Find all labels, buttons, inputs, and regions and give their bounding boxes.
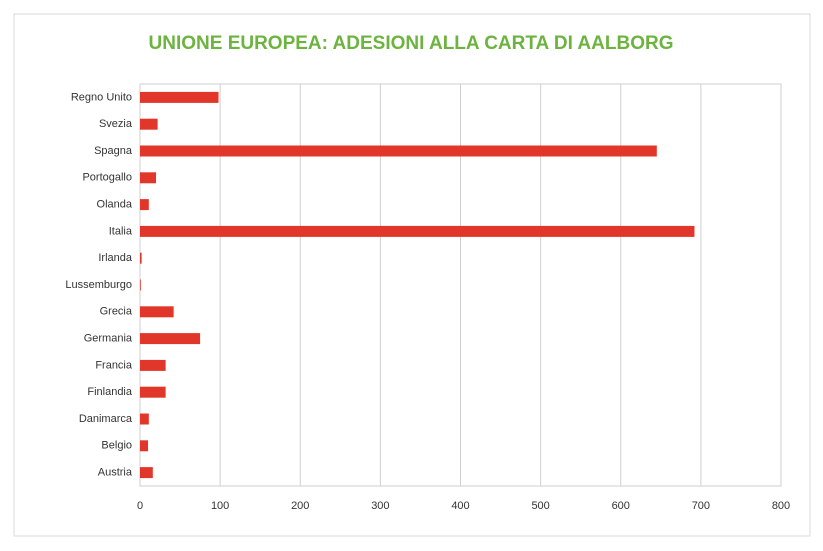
bar [140,172,157,184]
bar [140,359,166,371]
bar [140,118,158,130]
y-tick-label: Portogallo [82,172,132,184]
y-tick-label: Francia [95,359,133,371]
x-tick-label: 400 [451,500,469,512]
x-tick-label: 800 [772,500,790,512]
bar [140,413,149,425]
bar [140,467,153,479]
x-tick-label: 100 [211,500,229,512]
y-tick-label: Finlandia [87,386,133,398]
y-tick-label: Italia [109,225,133,237]
bar [140,440,149,452]
bar [140,386,166,398]
x-tick-label: 200 [291,500,309,512]
bar [140,252,142,264]
bar [140,199,149,211]
bar [140,145,657,157]
y-tick-label: Germania [84,333,133,345]
bar [140,91,219,103]
x-tick-label: 600 [612,500,630,512]
y-tick-label: Svezia [99,118,133,130]
bar [140,306,174,318]
bar [140,225,695,237]
bar [140,279,141,291]
y-tick-label: Belgio [101,440,132,452]
x-tick-label: 500 [531,500,549,512]
x-tick-label: 700 [692,500,710,512]
y-tick-label: Danimarca [79,413,133,425]
y-tick-label: Grecia [100,306,133,318]
y-tick-label: Austria [98,467,133,479]
y-tick-label: Lussemburgo [65,279,132,291]
y-tick-label: Irlanda [98,252,133,264]
y-tick-label: Spagna [94,145,133,157]
y-tick-label: Olanda [97,199,133,211]
chart-title: UNIONE EUROPEA: ADESIONI ALLA CARTA DI A… [149,33,674,54]
y-tick-label: Regno Unito [71,91,132,103]
frame [13,13,811,537]
x-tick-label: 0 [137,500,143,512]
x-tick-label: 300 [371,500,389,512]
bar [140,333,201,345]
